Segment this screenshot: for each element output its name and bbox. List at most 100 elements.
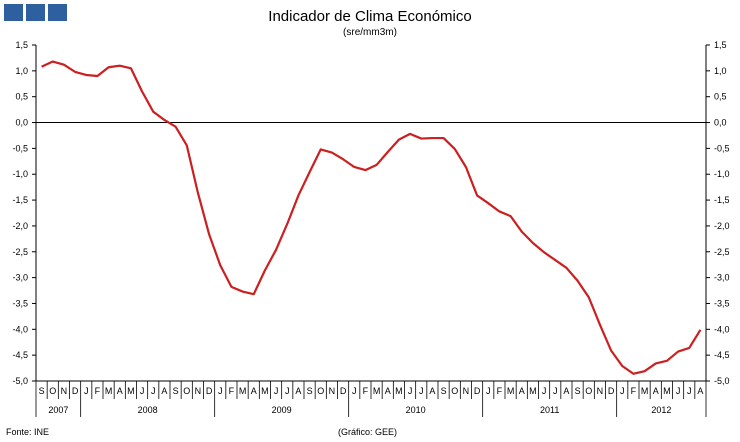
logo-block-1 [4,4,23,21]
x-tick-label: J [419,386,424,396]
x-tick-label: F [631,386,637,396]
chart-credit: (Gráfico: GEE) [338,427,398,437]
x-tick-label: J [486,386,491,396]
year-label: 2009 [272,405,292,415]
y-tick-label-left: -2,0 [12,221,28,231]
x-tick-label: A [161,386,167,396]
x-tick-label: D [340,386,347,396]
x-tick-label: N [61,386,68,396]
y-tick-label-left: -3,5 [12,298,28,308]
x-tick-label: M [641,386,649,396]
x-tick-label: J [553,386,558,396]
y-tick-label-right: -1,0 [714,169,730,179]
source-note: Fonte: INE [6,427,50,437]
chart-subtitle: (sre/mm3m) [343,27,397,38]
y-tick-label-left: 0,0 [15,118,28,128]
y-tick-label-left: 0,5 [15,92,28,102]
x-tick-label: J [408,386,413,396]
y-tick-label-left: 1,0 [15,66,28,76]
year-label: 2007 [48,405,68,415]
series-line [41,60,702,375]
x-tick-label: N [463,386,470,396]
x-tick-label: F [497,386,503,396]
y-tick-label-right: 1,5 [714,40,727,50]
x-tick-label: O [585,386,592,396]
y-tick-label-right: -4,0 [714,324,730,334]
x-tick-label: J [84,386,89,396]
x-tick-label: M [507,386,515,396]
x-tick-label: M [663,386,671,396]
y-tick-label-right: -5,0 [714,376,730,386]
y-tick-label-right: 1,0 [714,66,727,76]
x-tick-label: D [474,386,481,396]
x-tick-label: N [195,386,202,396]
x-tick-label: J [687,386,692,396]
y-tick-label-right: -1,5 [714,195,730,205]
logo-block-2 [26,4,45,21]
y-tick-label-left: -1,0 [12,169,28,179]
x-tick-label: M [261,386,269,396]
x-tick-label: N [329,386,336,396]
year-label: 2011 [540,405,559,415]
y-tick-label-left: -1,5 [12,195,28,205]
x-tick-label: M [529,386,537,396]
x-tick-label: M [373,386,381,396]
x-tick-label: F [363,386,369,396]
x-tick-label: A [385,386,391,396]
x-tick-label: J [218,386,223,396]
y-tick-label-right: -0,5 [714,143,730,153]
y-tick-label-left: -5,0 [12,376,28,386]
x-tick-label: M [127,386,135,396]
x-tick-label: D [608,386,615,396]
x-tick-label: J [285,386,290,396]
chart-title: Indicador de Clima Económico [268,8,472,25]
y-tick-label-right: -2,5 [714,247,730,257]
x-tick-label: A [117,386,123,396]
x-tick-label: A [519,386,525,396]
y-tick-label-right: -3,0 [714,273,730,283]
x-tick-label: D [72,386,79,396]
x-tick-label: N [597,386,604,396]
logo [4,4,67,21]
x-tick-label: J [140,386,145,396]
x-tick-label: J [352,386,357,396]
x-tick-label: A [563,386,569,396]
logo-block-3 [48,4,67,21]
y-tick-label-left: -2,5 [12,247,28,257]
x-tick-label: O [183,386,190,396]
x-tick-label: M [239,386,247,396]
x-tick-label: S [575,386,581,396]
x-tick-label: S [39,386,45,396]
y-tick-label-left: -4,0 [12,324,28,334]
year-label: 2012 [651,405,671,415]
x-tick-label: O [49,386,56,396]
x-tick-label: A [653,386,659,396]
x-tick-label: D [206,386,213,396]
x-tick-label: J [542,386,547,396]
y-tick-label-left: -4,5 [12,350,28,360]
x-tick-label: A [251,386,257,396]
y-tick-label-right: 0,0 [714,118,727,128]
x-tick-label: F [95,386,101,396]
x-tick-label: S [307,386,313,396]
x-tick-label: M [395,386,403,396]
x-tick-label: J [676,386,681,396]
x-tick-label: J [620,386,625,396]
y-tick-label-right: -3,5 [714,298,730,308]
x-tick-label: A [429,386,435,396]
y-tick-label-left: -3,0 [12,273,28,283]
x-tick-label: J [274,386,279,396]
x-tick-label: S [441,386,447,396]
y-tick-label-right: -2,0 [714,221,730,231]
y-tick-label-left: 1,5 [15,40,28,50]
y-tick-label-right: -4,5 [714,350,730,360]
x-tick-label: A [697,386,703,396]
x-tick-label: S [173,386,179,396]
y-tick-label-left: -0,5 [12,143,28,153]
x-tick-label: O [317,386,324,396]
year-label: 2008 [138,405,158,415]
x-tick-label: J [151,386,156,396]
year-label: 2010 [406,405,426,415]
x-tick-label: O [451,386,458,396]
